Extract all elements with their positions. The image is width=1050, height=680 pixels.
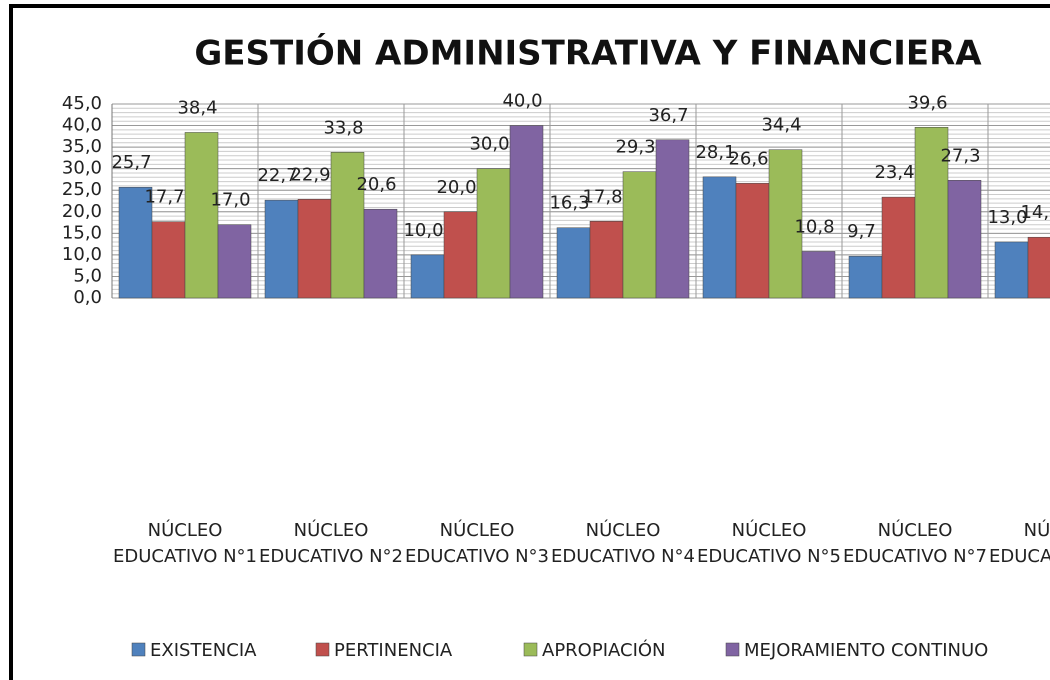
data-label: 40,0 <box>502 91 542 112</box>
bar <box>151 221 186 299</box>
x-tick-label: NÚCLEO EDUCATIVO N°7 <box>843 520 987 567</box>
data-label: 29,3 <box>615 137 655 158</box>
x-tick-label-box: NÚCLEO EDUCATIVO N°4 <box>551 520 695 567</box>
data-label: 27,3 <box>940 145 980 166</box>
y-tick-label: 30,0 <box>62 158 102 179</box>
data-label: 10,0 <box>403 220 443 241</box>
x-tick-label-box: NÚCLEO EDUCATIVO N°8 <box>989 520 1050 567</box>
data-label: 22,9 <box>290 164 330 185</box>
bar <box>118 186 153 299</box>
bar <box>848 255 883 299</box>
bar <box>994 241 1029 299</box>
bar <box>881 196 916 299</box>
data-label: 22,7 <box>257 165 297 186</box>
bar <box>1027 236 1050 299</box>
data-label: 39,6 <box>907 92 947 113</box>
data-label: 28,1 <box>695 142 735 163</box>
x-tick-label: NÚCLEO EDUCATIVO N°2 <box>259 520 403 567</box>
legend-label: PERTINENCIA <box>334 640 453 661</box>
bar <box>330 152 365 299</box>
x-tick-label: NÚCLEO EDUCATIVO N°8 <box>989 520 1050 567</box>
bar <box>556 227 591 299</box>
data-label: 38,4 <box>177 97 217 118</box>
data-label: 34,4 <box>761 115 801 136</box>
data-label: 20,0 <box>436 177 476 198</box>
data-label: 17,7 <box>144 187 184 208</box>
data-label: 25,7 <box>111 152 151 173</box>
bar <box>184 132 219 299</box>
data-label: 13,0 <box>987 207 1027 228</box>
legend-swatch <box>315 642 330 657</box>
legend-label: EXISTENCIA <box>150 640 257 661</box>
bar <box>264 199 299 299</box>
bar <box>509 125 544 299</box>
x-tick-label-box: NÚCLEO EDUCATIVO N°1 <box>113 520 257 567</box>
bar <box>622 171 657 299</box>
bar <box>702 176 737 299</box>
bar <box>768 149 803 299</box>
data-label: 33,8 <box>323 117 363 138</box>
data-label: 17,0 <box>210 190 250 211</box>
y-tick-label: 10,0 <box>62 244 102 265</box>
x-tick-label: NÚCLEO EDUCATIVO N°5 <box>697 520 841 567</box>
x-tick-label-box: NÚCLEO EDUCATIVO N°7 <box>843 520 987 567</box>
x-tick-label: NÚCLEO EDUCATIVO N°1 <box>113 520 257 567</box>
y-tick-label: 15,0 <box>62 222 102 243</box>
data-label: 26,6 <box>728 148 768 169</box>
bar <box>655 139 690 299</box>
y-tick-label: 5,0 <box>73 265 102 286</box>
legend-label: APROPIACIÓN <box>542 639 666 661</box>
frame <box>9 4 1050 680</box>
chart-title: GESTIÓN ADMINISTRATIVA Y FINANCIERA <box>194 33 982 74</box>
y-tick-label: 35,0 <box>62 136 102 157</box>
bar <box>589 221 624 299</box>
legend-swatch <box>725 642 740 657</box>
bar <box>735 183 770 299</box>
y-tick-label: 40,0 <box>62 115 102 136</box>
bar <box>443 211 478 299</box>
data-label: 20,6 <box>356 174 396 195</box>
bar <box>297 199 332 299</box>
data-label: 14,1 <box>1020 202 1050 223</box>
bar <box>914 127 949 299</box>
data-label: 9,7 <box>847 221 876 242</box>
bar <box>217 224 252 299</box>
legend-swatch <box>523 642 538 657</box>
bar <box>801 251 836 299</box>
bar <box>947 180 982 299</box>
y-tick-label: 25,0 <box>62 179 102 200</box>
x-tick-label-box: NÚCLEO EDUCATIVO N°5 <box>697 520 841 567</box>
y-tick-label: 20,0 <box>62 201 102 222</box>
data-label: 30,0 <box>469 134 509 155</box>
data-label: 36,7 <box>648 105 688 126</box>
bar <box>410 254 445 299</box>
y-tick-label: 0,0 <box>73 287 102 308</box>
data-label: 16,3 <box>549 193 589 214</box>
x-tick-label: NÚCLEO EDUCATIVO N°4 <box>551 520 695 567</box>
x-tick-label-box: NÚCLEO EDUCATIVO N°3 <box>405 520 549 567</box>
data-label: 17,8 <box>582 186 622 207</box>
bar <box>476 168 511 299</box>
bar <box>363 208 398 299</box>
data-label: 23,4 <box>874 162 914 183</box>
legend-swatch <box>131 642 146 657</box>
legend-label: MEJORAMIENTO CONTINUO <box>744 640 988 661</box>
x-tick-label: NÚCLEO EDUCATIVO N°3 <box>405 520 549 567</box>
y-tick-label: 45,0 <box>62 93 102 114</box>
x-tick-label-box: NÚCLEO EDUCATIVO N°2 <box>259 520 403 567</box>
data-label: 10,8 <box>794 216 834 237</box>
